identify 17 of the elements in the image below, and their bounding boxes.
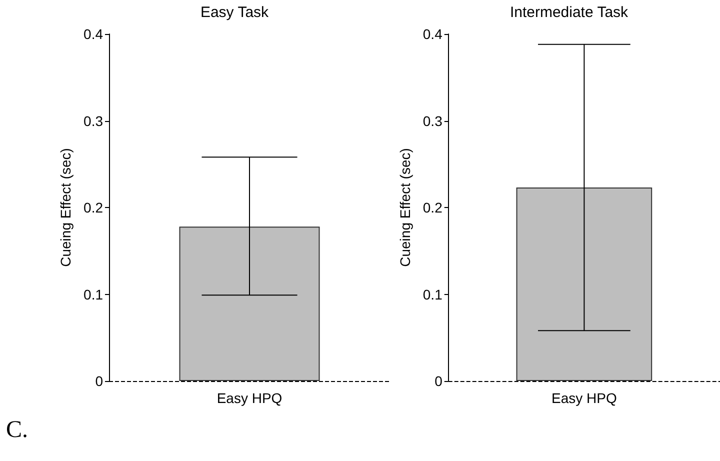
y-tick-label: 0.3 — [422, 112, 443, 129]
y-tick-label: 0.2 — [422, 200, 443, 216]
y-tick-label: 0.4 — [422, 26, 443, 42]
y-tick-label: 0.4 — [84, 26, 104, 42]
chart-title: Easy Task — [200, 4, 270, 21]
y-tick-label: 0.3 — [84, 112, 104, 129]
y-tick-label: 0 — [434, 373, 443, 389]
y-tick-label: 0.1 — [422, 286, 443, 302]
y-tick-label: 0.1 — [84, 286, 104, 302]
x-tick-label: Easy HPQ — [216, 390, 282, 406]
y-tick-label: 0 — [95, 373, 104, 389]
y-tick-label: 0.2 — [84, 200, 104, 216]
text: C. — [6, 417, 28, 443]
chart-title: Intermediate Task — [510, 4, 629, 21]
x-tick-label: Easy HPQ — [552, 390, 617, 406]
y-axis-title: Cueing Effect (sec) — [58, 148, 74, 267]
y-axis-title: Cueing Effect (sec) — [397, 148, 413, 267]
